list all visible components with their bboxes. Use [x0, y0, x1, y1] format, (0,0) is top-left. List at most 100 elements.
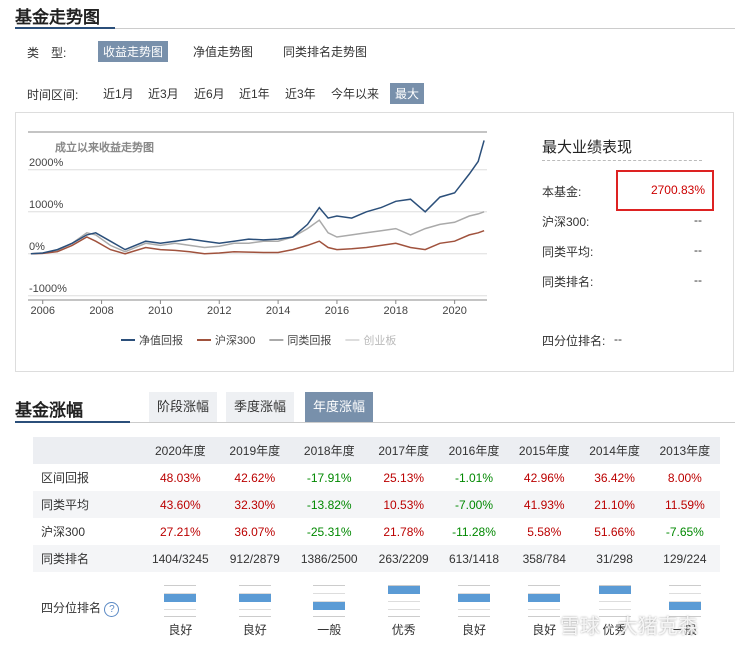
legend-label: 沪深300: [215, 333, 255, 347]
returns-tab[interactable]: 季度涨幅: [226, 392, 295, 422]
table-cell: -7.00%: [438, 491, 510, 518]
help-icon[interactable]: ?: [104, 602, 120, 617]
table-cell: 263/2209: [368, 545, 439, 572]
best-label: 同类排名:: [542, 275, 594, 289]
y-tick-label: 0%: [29, 241, 45, 253]
table-cell: 613/1418: [438, 545, 510, 572]
column-header: 2019年度: [219, 437, 290, 464]
best-rule: [542, 160, 702, 161]
returns-tab[interactable]: 阶段涨幅: [149, 392, 218, 422]
table-cell: 11.59%: [649, 491, 720, 518]
y-tick-label: -1000%: [29, 283, 67, 295]
legend-label: 创业板: [363, 333, 396, 347]
best-value: --: [694, 213, 702, 227]
table-cell: 10.53%: [368, 491, 439, 518]
quartile-label: 一般: [317, 622, 342, 637]
type-tab[interactable]: 净值走势图: [193, 45, 254, 59]
column-header: 2017年度: [368, 437, 439, 464]
x-tick-label: 2012: [207, 305, 231, 317]
table-cell: 27.21%: [159, 524, 201, 539]
type-tab[interactable]: 收益走势图: [98, 41, 169, 62]
best-label: 同类平均:: [542, 245, 594, 259]
column-header: 2016年度: [438, 437, 510, 464]
table-cell: 8.00%: [667, 470, 702, 485]
header-row: 2020年度 2019年度 2018年度 2017年度 2016年度 2015年度 2014…: [33, 437, 720, 464]
highlight-box: [616, 170, 714, 211]
table-cell: 358/784: [509, 545, 580, 572]
range-label: 时间区间:: [27, 88, 79, 102]
best-label: 沪深300:: [542, 215, 590, 229]
best-value: --: [694, 273, 702, 287]
quartile-icon: [457, 584, 490, 617]
table-cell: 42.62%: [234, 470, 276, 485]
quartile-label: 良好: [242, 622, 267, 637]
range-tab[interactable]: 近1月: [103, 87, 134, 101]
row-label: 区间回报: [41, 471, 90, 485]
x-tick-label: 2014: [266, 305, 290, 317]
type-label: 类 型:: [27, 46, 67, 60]
range-tab[interactable]: 最大: [390, 83, 425, 104]
best-title: 最大业绩表现: [542, 139, 633, 156]
quartile-icon: [668, 584, 701, 617]
x-tick-label: 2018: [384, 305, 408, 317]
table-cell: -17.91%: [306, 470, 352, 485]
column-header: 2020年度: [141, 437, 220, 464]
best-label: 本基金:: [542, 185, 582, 199]
quartile-icon: [164, 584, 197, 617]
table-cell: 32.30%: [219, 491, 290, 518]
row-label: 四分位排名: [41, 601, 102, 615]
column-header: 2013年度: [649, 437, 720, 464]
header-rule: [115, 28, 735, 29]
range-tab[interactable]: 今年以来: [331, 87, 380, 101]
header-rule: [130, 422, 735, 423]
row-label: 同类平均: [33, 491, 141, 518]
table-row: 同类平均 43.60% 32.30% -13.82% 10.53% -7.00% 41.93…: [33, 491, 720, 518]
table-cell: 21.78%: [383, 524, 425, 539]
quartile-label: 良好: [461, 622, 486, 637]
table-row: 区间回报 48.03% 42.62% -17.91% 25.13% -1.01% 42.96…: [33, 464, 720, 491]
table-cell: 1386/2500: [289, 545, 369, 572]
quartile-icon: [313, 584, 346, 617]
section-title: 基金走势图: [15, 8, 100, 27]
series-line: [30, 211, 485, 255]
x-tick-label: 2016: [325, 305, 349, 317]
row-label: 同类排名: [33, 545, 141, 572]
watermark: 雪球 · 大猪克森: [560, 616, 698, 638]
corner-cell: [33, 437, 141, 464]
table-cell: 5.58%: [527, 524, 562, 539]
range-tab[interactable]: 近3月: [148, 87, 179, 101]
legend-label: 净值回报: [139, 333, 183, 347]
best-value: --: [694, 243, 702, 257]
table-cell: 25.13%: [383, 470, 425, 485]
returns-tab[interactable]: 年度涨幅: [305, 392, 374, 422]
quartile-icon: [238, 584, 271, 617]
quartile-label: 一般: [672, 622, 697, 637]
table-cell: 36.07%: [234, 524, 276, 539]
type-tab[interactable]: 同类排名走势图: [283, 45, 368, 59]
table-cell: 41.93%: [509, 491, 580, 518]
table-cell: 36.42%: [594, 470, 635, 485]
table-cell: -7.65%: [665, 524, 704, 539]
quartile-row: 四分位排名 ? 良好 良好 一般 优秀 良好 良好 优秀 一般: [33, 572, 720, 644]
header-underline: [15, 27, 115, 29]
table-cell: 21.10%: [579, 491, 650, 518]
legend-label: 同类回报: [287, 333, 331, 347]
range-tab[interactable]: 近6月: [194, 87, 225, 101]
table-cell: 43.60%: [141, 491, 220, 518]
column-header: 2014年度: [579, 437, 650, 464]
quartile-icon: [387, 584, 420, 617]
quartile-label: 良好: [532, 622, 557, 637]
best-quartile-label: 四分位排名:: [542, 334, 606, 348]
series-line: [30, 140, 485, 255]
quartile-label: 优秀: [391, 622, 416, 637]
table-cell: 31/298: [579, 545, 650, 572]
column-header: 2015年度: [509, 437, 580, 464]
table-cell: 48.03%: [159, 470, 201, 485]
x-tick-label: 2006: [30, 305, 54, 317]
best-quartile-value: --: [614, 332, 622, 346]
quartile-icon: [528, 584, 561, 617]
table-row: 同类排名 1404/3245 912/2879 1386/2500 263/2209 61…: [33, 545, 720, 572]
range-tab[interactable]: 近1年: [239, 87, 270, 101]
chart-title: 成立以来收益走势图: [55, 140, 154, 154]
range-tab[interactable]: 近3年: [285, 87, 316, 101]
